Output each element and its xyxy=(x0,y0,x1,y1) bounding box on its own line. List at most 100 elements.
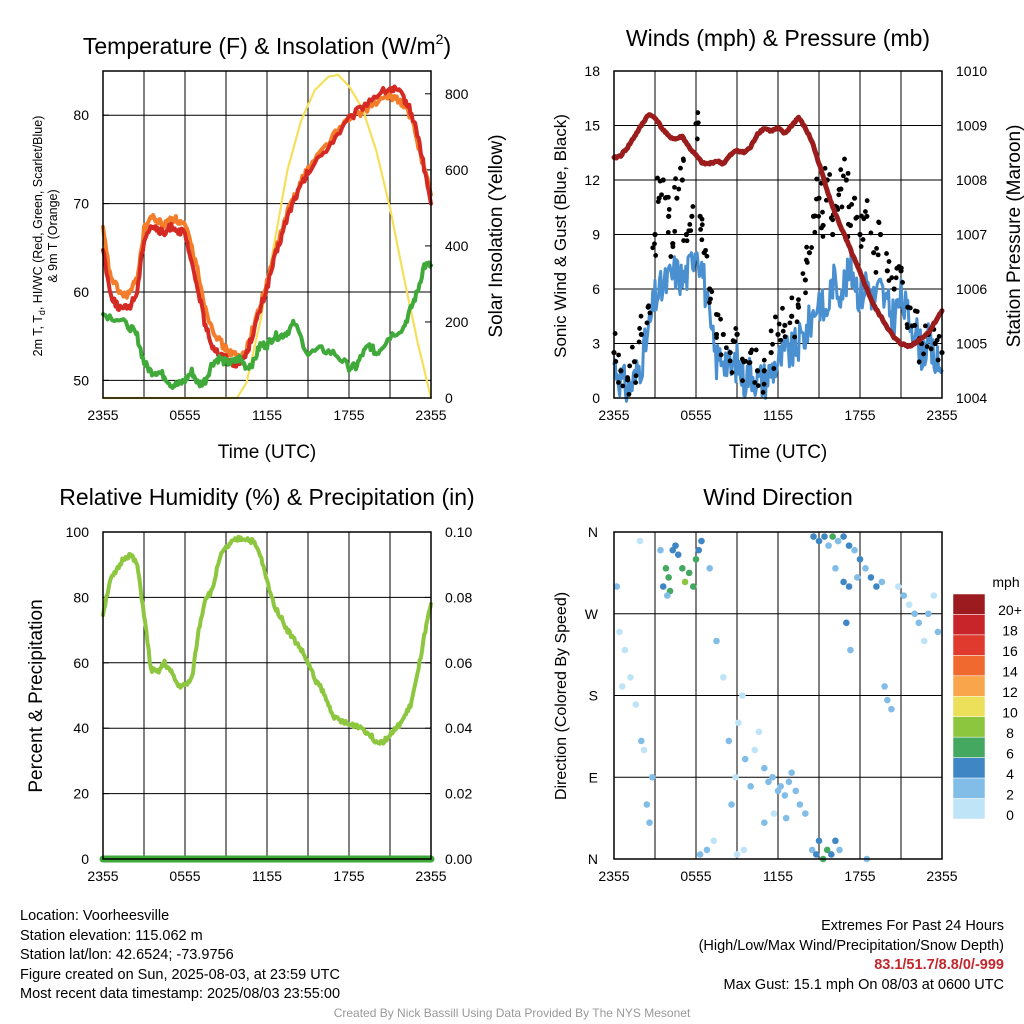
direction-point xyxy=(843,619,850,627)
winds-ytick-label: 15 xyxy=(584,118,600,134)
gust-point xyxy=(812,229,818,235)
extremes-values: 83.1/51.7/8.8/0/-999 xyxy=(874,957,1004,973)
gust-point xyxy=(794,319,800,325)
gust-point xyxy=(884,251,889,256)
chart-canvas: Temperature (F) & Insolation (W/m2) Wind… xyxy=(26,25,1024,884)
colorbar-swatch xyxy=(952,736,986,758)
direction-point xyxy=(713,637,720,645)
gust-point xyxy=(678,165,683,171)
info-created: Figure created on Sun, 2025-08-03, at 23… xyxy=(20,966,340,983)
gust-point xyxy=(772,314,778,320)
temp-series-solar-insolation xyxy=(101,73,433,400)
temp-series-2m-t xyxy=(101,84,433,369)
gust-point xyxy=(666,207,672,212)
gust-point xyxy=(778,337,784,343)
gust-point xyxy=(875,252,881,258)
temp-ytick-label: 50 xyxy=(73,372,89,388)
gust-point xyxy=(836,192,842,198)
direction-point xyxy=(665,574,672,581)
temp-plot-area xyxy=(102,71,432,398)
gust-point xyxy=(804,260,810,265)
gust-point xyxy=(907,305,913,311)
direction-point xyxy=(725,737,733,745)
temp-ylabel-left-line2: & 9m T (Orange) xyxy=(46,189,60,282)
rh-y2tick-label: 0.00 xyxy=(445,851,472,867)
gust-point xyxy=(795,302,801,308)
gust-point xyxy=(714,335,719,341)
temp-ytick-label: 60 xyxy=(73,284,89,300)
dir-xtick-label: 2355 xyxy=(926,868,957,884)
rh-xtick-label: 2355 xyxy=(415,868,446,884)
gust-point xyxy=(655,199,661,205)
gust-point xyxy=(739,356,745,362)
temp-ylabel-left-line1: 2m T, Td, HI/WC (Red, Green, Scarlet/Blu… xyxy=(31,116,47,357)
rh-xtick-label: 1755 xyxy=(333,868,364,884)
direction-point xyxy=(703,846,711,854)
credit: Created By Nick Bassill Using Data Provi… xyxy=(333,1006,691,1020)
direction-point xyxy=(692,555,700,563)
colorbar-label: 12 xyxy=(1002,684,1018,700)
gust-point xyxy=(782,334,788,340)
gust-point xyxy=(709,289,715,295)
gust-point xyxy=(864,198,870,204)
gust-point xyxy=(905,325,910,331)
rh-y2tick-label: 0.04 xyxy=(445,720,472,736)
direction-point xyxy=(920,637,928,645)
gust-point xyxy=(851,195,858,201)
gust-point xyxy=(780,305,785,311)
temp-xlabel: Time (UTC) xyxy=(218,442,317,463)
gust-point xyxy=(754,368,761,374)
direction-point xyxy=(627,674,634,681)
gust-point xyxy=(860,237,866,242)
direction-point xyxy=(873,583,880,590)
gust-point xyxy=(776,321,782,327)
direction-point xyxy=(695,546,703,554)
gust-point xyxy=(727,358,733,364)
direction-point xyxy=(732,773,739,781)
direction-point xyxy=(664,592,671,599)
gust-point xyxy=(618,368,624,374)
direction-point xyxy=(832,837,839,845)
rh-y2tick-label: 0.06 xyxy=(445,655,472,671)
gust-point xyxy=(909,323,915,329)
winds-xtick-label: 2355 xyxy=(926,407,957,423)
gust-point xyxy=(659,192,664,198)
info-location: Location: Voorheesville xyxy=(20,908,170,924)
gust-point xyxy=(733,326,739,331)
gust-point xyxy=(616,352,621,358)
gust-point xyxy=(863,209,868,214)
gust-point xyxy=(830,231,836,238)
gust-point xyxy=(891,286,897,292)
colorbar-label: 2 xyxy=(1006,786,1014,802)
gust-point xyxy=(637,326,643,331)
winds-title: Winds (mph) & Pressure (mb) xyxy=(626,25,930,51)
temp-xtick-label: 0555 xyxy=(169,407,200,423)
direction-point xyxy=(765,778,772,786)
direction-point xyxy=(751,746,759,754)
gust-point xyxy=(650,245,656,251)
colorbar-swatch xyxy=(952,655,986,677)
gust-point xyxy=(760,389,766,395)
gust-point xyxy=(753,347,759,353)
direction-point xyxy=(659,583,667,590)
temp-y2tick-label: 400 xyxy=(445,238,469,254)
direction-point xyxy=(840,578,847,586)
temp-ytick-label: 80 xyxy=(73,107,89,123)
temp-y2tick-label: 0 xyxy=(445,390,453,406)
gust-point xyxy=(755,383,761,389)
gust-point xyxy=(673,176,678,182)
colorbar-label: 6 xyxy=(1006,745,1014,761)
dir-xtick-label: 0555 xyxy=(680,868,711,884)
gust-point xyxy=(689,213,695,219)
gust-point xyxy=(699,222,705,228)
gust-point xyxy=(761,381,767,387)
gust-point xyxy=(842,156,847,162)
winds-ylabel-left: Sonic Wind & Gust (Blue, Black) xyxy=(551,114,570,358)
dir-xtick-label: 1155 xyxy=(763,868,793,884)
gust-point xyxy=(707,300,712,305)
gust-point xyxy=(670,244,676,250)
direction-point xyxy=(781,792,789,799)
gust-point xyxy=(812,213,818,219)
direction-point xyxy=(761,764,768,772)
gust-point xyxy=(840,173,846,179)
